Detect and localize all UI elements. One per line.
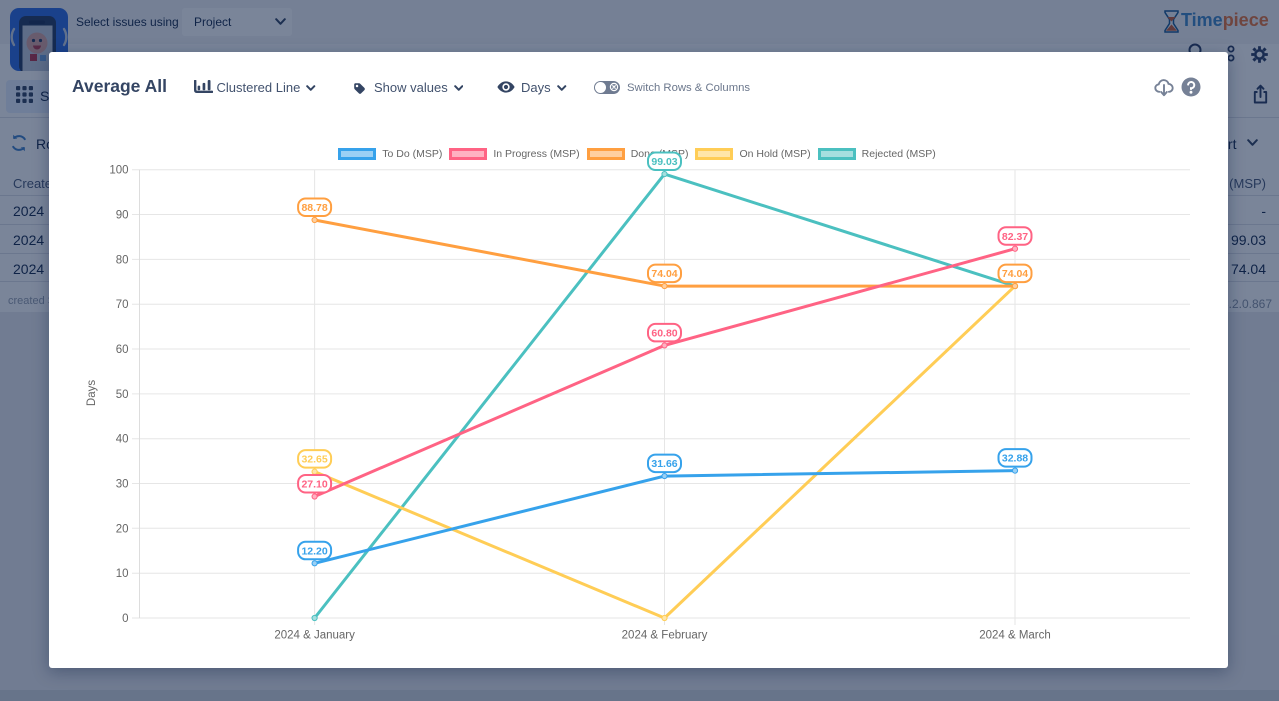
svg-text:40: 40 (116, 434, 129, 446)
svg-text:2024 & January: 2024 & January (274, 630, 355, 642)
svg-text:82.37: 82.37 (1002, 231, 1028, 243)
svg-text:88.78: 88.78 (301, 202, 327, 214)
svg-text:31.66: 31.66 (651, 458, 677, 470)
svg-text:2024 & March: 2024 & March (979, 630, 1051, 642)
svg-text:60: 60 (116, 344, 129, 356)
svg-text:99.03: 99.03 (651, 156, 677, 168)
svg-text:27.10: 27.10 (301, 479, 327, 491)
svg-text:50: 50 (116, 389, 129, 401)
svg-text:90: 90 (116, 210, 129, 222)
svg-text:12.20: 12.20 (301, 545, 327, 557)
svg-text:60.80: 60.80 (651, 328, 677, 340)
svg-text:32.88: 32.88 (1002, 453, 1028, 465)
svg-text:100: 100 (109, 165, 128, 177)
svg-text:10: 10 (116, 568, 129, 580)
svg-text:2024 & February: 2024 & February (622, 630, 708, 642)
svg-text:74.04: 74.04 (651, 268, 677, 280)
svg-text:30: 30 (116, 479, 129, 491)
svg-text:Days: Days (86, 380, 98, 406)
svg-text:20: 20 (116, 523, 129, 535)
svg-text:32.65: 32.65 (301, 454, 327, 466)
svg-text:70: 70 (116, 299, 129, 311)
svg-text:74.04: 74.04 (1002, 268, 1028, 280)
svg-text:80: 80 (116, 254, 129, 266)
svg-text:0: 0 (122, 613, 128, 625)
